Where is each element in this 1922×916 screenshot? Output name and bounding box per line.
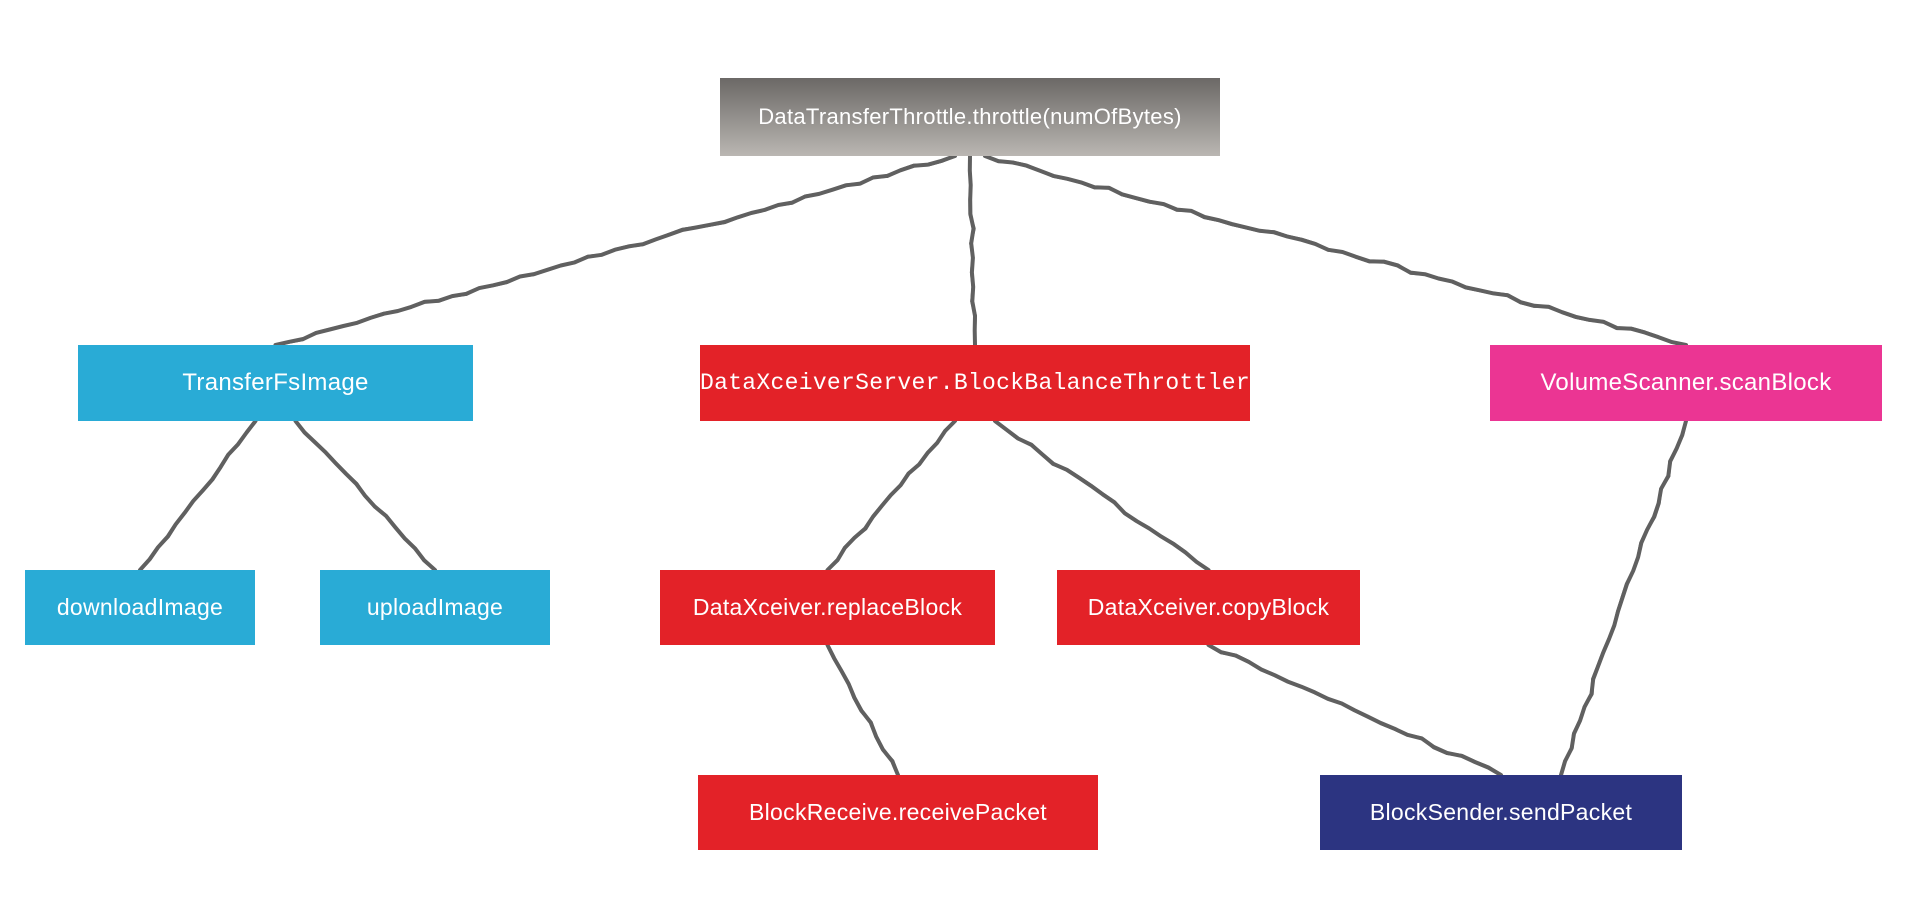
- node-transferFsImage: TransferFsImage: [78, 345, 473, 421]
- edge-copyBlock-sendPacket: [1209, 645, 1502, 775]
- edge-root-transferFsImage: [276, 156, 956, 345]
- node-label: DataXceiverServer.BlockBalanceThrottler: [700, 370, 1250, 396]
- edge-blockBalanceThrottler-replaceBlock: [828, 421, 956, 570]
- edge-copyBlock-sendPacket: [1209, 645, 1502, 775]
- node-replaceBlock: DataXceiver.replaceBlock: [660, 570, 995, 645]
- edge-replaceBlock-receivePacket: [828, 645, 899, 775]
- node-uploadImage: uploadImage: [320, 570, 550, 645]
- edge-root-volumeScanner: [985, 156, 1686, 345]
- node-label: VolumeScanner.scanBlock: [1540, 369, 1831, 397]
- node-copyBlock: DataXceiver.copyBlock: [1057, 570, 1360, 645]
- node-label: BlockReceive.receivePacket: [749, 799, 1047, 826]
- edge-root-blockBalanceThrottler: [970, 156, 976, 345]
- node-downloadImage: downloadImage: [25, 570, 255, 645]
- node-label: DataXceiver.replaceBlock: [693, 594, 962, 621]
- edge-root-blockBalanceThrottler: [970, 156, 975, 345]
- node-receivePacket: BlockReceive.receivePacket: [698, 775, 1098, 850]
- node-root: DataTransferThrottle.throttle(numOfBytes…: [720, 78, 1220, 156]
- node-sendPacket: BlockSender.sendPacket: [1320, 775, 1682, 850]
- edge-transferFsImage-downloadImage: [140, 421, 256, 570]
- edge-blockBalanceThrottler-copyBlock: [995, 421, 1209, 570]
- edge-root-volumeScanner: [985, 156, 1686, 345]
- diagram-canvas: DataTransferThrottle.throttle(numOfBytes…: [0, 0, 1922, 916]
- edge-replaceBlock-receivePacket: [828, 645, 899, 775]
- edge-transferFsImage-downloadImage: [140, 421, 256, 570]
- edge-transferFsImage-uploadImage: [296, 421, 436, 570]
- node-label: downloadImage: [57, 594, 223, 621]
- edge-root-transferFsImage: [276, 156, 956, 345]
- node-label: DataTransferThrottle.throttle(numOfBytes…: [758, 104, 1182, 130]
- node-label: TransferFsImage: [182, 369, 368, 397]
- edge-volumeScanner-sendPacket: [1561, 421, 1686, 775]
- node-label: uploadImage: [367, 594, 503, 621]
- edge-volumeScanner-sendPacket: [1561, 421, 1686, 775]
- node-label: DataXceiver.copyBlock: [1088, 594, 1330, 621]
- edge-transferFsImage-uploadImage: [296, 421, 436, 570]
- edge-blockBalanceThrottler-replaceBlock: [828, 421, 956, 570]
- node-blockBalanceThrottler: DataXceiverServer.BlockBalanceThrottler: [700, 345, 1250, 421]
- node-volumeScanner: VolumeScanner.scanBlock: [1490, 345, 1882, 421]
- node-label: BlockSender.sendPacket: [1370, 799, 1632, 826]
- edge-blockBalanceThrottler-copyBlock: [995, 421, 1209, 570]
